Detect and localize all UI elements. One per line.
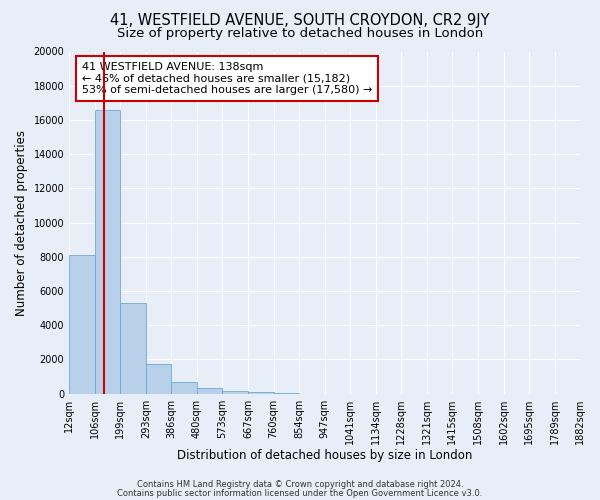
Bar bbox=[172, 382, 197, 394]
Bar bbox=[95, 110, 120, 394]
Bar bbox=[274, 392, 299, 394]
X-axis label: Distribution of detached houses by size in London: Distribution of detached houses by size … bbox=[177, 450, 472, 462]
Text: Contains public sector information licensed under the Open Government Licence v3: Contains public sector information licen… bbox=[118, 488, 482, 498]
Text: 41 WESTFIELD AVENUE: 138sqm
← 46% of detached houses are smaller (15,182)
53% of: 41 WESTFIELD AVENUE: 138sqm ← 46% of det… bbox=[82, 62, 373, 95]
Bar bbox=[248, 392, 274, 394]
Bar bbox=[223, 391, 248, 394]
Bar bbox=[120, 303, 146, 394]
Text: Contains HM Land Registry data © Crown copyright and database right 2024.: Contains HM Land Registry data © Crown c… bbox=[137, 480, 463, 489]
Bar bbox=[146, 364, 172, 394]
Bar bbox=[69, 255, 95, 394]
Text: 41, WESTFIELD AVENUE, SOUTH CROYDON, CR2 9JY: 41, WESTFIELD AVENUE, SOUTH CROYDON, CR2… bbox=[110, 12, 490, 28]
Text: Size of property relative to detached houses in London: Size of property relative to detached ho… bbox=[117, 28, 483, 40]
Y-axis label: Number of detached properties: Number of detached properties bbox=[15, 130, 28, 316]
Bar bbox=[197, 388, 223, 394]
